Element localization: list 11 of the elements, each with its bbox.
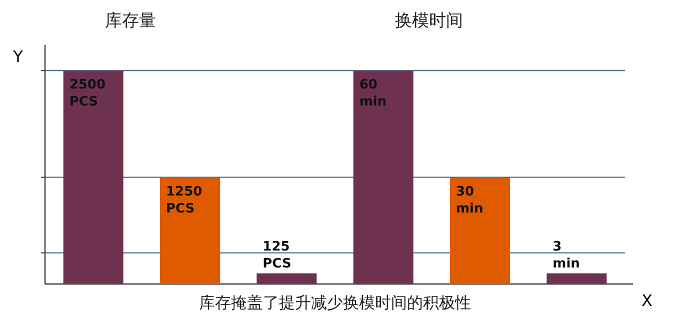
x-axis-title: X [642,291,653,310]
chart-title: 换模时间 [395,11,463,31]
data-label: 1250 PCS [166,184,202,216]
data-label: 125 PCS [262,239,292,272]
chart-title: 库存量 [105,11,156,31]
data-label: 3 min [552,239,580,272]
data-label: 30 min [456,184,484,216]
text: 库存掩盖了提升减少换模时间的积极性 [199,293,471,312]
y-axis-title: Y [12,47,24,66]
data-label: 2500 PCS [69,78,106,110]
data-label: 60 min [359,78,387,110]
